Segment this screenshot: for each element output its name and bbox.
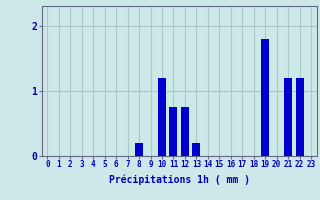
- Bar: [192, 143, 200, 156]
- Bar: [284, 78, 292, 156]
- Bar: [181, 107, 189, 156]
- X-axis label: Précipitations 1h ( mm ): Précipitations 1h ( mm ): [109, 175, 250, 185]
- Bar: [170, 107, 178, 156]
- Bar: [135, 143, 143, 156]
- Bar: [296, 78, 304, 156]
- Bar: [261, 39, 269, 156]
- Bar: [158, 78, 166, 156]
